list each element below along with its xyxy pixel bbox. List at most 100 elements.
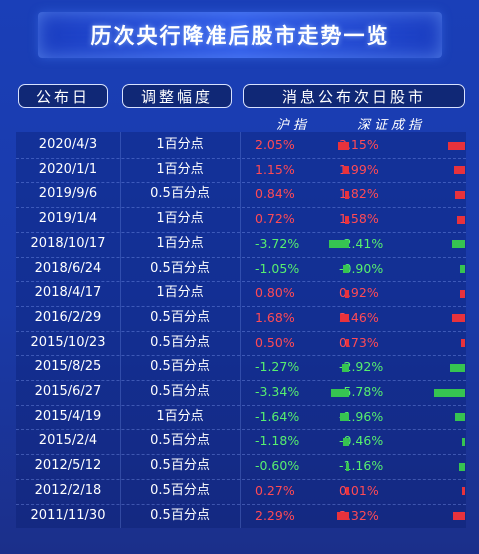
- sh-change-label: 1.68%: [255, 309, 295, 325]
- table-row: 2012/2/18 0.5百分点 0.27% 0.01%: [16, 479, 466, 504]
- sh-change-bar: [344, 190, 349, 199]
- sz-change-label: -2.41%: [339, 235, 384, 251]
- table-row: 2015/8/25 0.5百分点 -1.27% -2.92%: [16, 355, 466, 380]
- date-cell: 2016/2/29: [34, 309, 102, 325]
- size-cell: 1百分点: [156, 408, 204, 424]
- date-cell: 2020/4/3: [38, 137, 98, 152]
- date-cell: 2012/2/18: [34, 482, 102, 498]
- column-divider: [120, 132, 121, 528]
- table-row: 2015/10/23 0.5百分点 0.50% 0.73%: [16, 331, 466, 356]
- size-cell: 0.5百分点: [150, 384, 210, 399]
- table-row: 2016/2/29 0.5百分点 1.68% 2.46%: [16, 306, 466, 331]
- size-cell: 0.5百分点: [150, 186, 210, 202]
- subheader-sh: 沪指: [276, 118, 311, 133]
- sz-change-label: -1.16%: [339, 458, 384, 474]
- date-cell: 2018/4/17: [34, 285, 102, 301]
- sh-change-label: -1.64%: [255, 408, 300, 424]
- size-cell: 1百分点: [156, 137, 204, 152]
- date-cell: 2020/1/1: [38, 161, 98, 177]
- sz-change-bar: [456, 215, 465, 224]
- row-separator: [16, 503, 466, 505]
- sh-change-label: 2.05%: [255, 137, 295, 152]
- table-row: 2018/4/17 1百分点 0.80% 0.92%: [16, 281, 466, 306]
- sh-change-bar: [342, 437, 349, 446]
- date-cell: 2018/10/17: [30, 235, 106, 251]
- date-cell: 2012/5/12: [34, 458, 102, 474]
- sz-change-bar: [452, 240, 465, 249]
- sh-change-label: 1.15%: [255, 161, 295, 177]
- title-banner: 历次央行降准后股市走势一览: [38, 12, 442, 58]
- sh-change-label: -3.72%: [255, 235, 300, 251]
- sh-change-bar: [342, 166, 349, 175]
- page-title: 历次央行降准后股市走势一览: [90, 24, 390, 48]
- sz-change-bar: [448, 141, 465, 150]
- sh-change-bar: [345, 462, 349, 471]
- table-row: 2020/1/1 1百分点 1.15% 1.99%: [16, 158, 466, 183]
- sz-change-bar: [461, 339, 465, 348]
- sh-change-bar: [329, 240, 349, 249]
- row-separator: [16, 231, 466, 233]
- table-row: 2019/1/4 1百分点 0.72% 1.58%: [16, 207, 466, 232]
- sz-change-bar: [455, 190, 465, 199]
- table-row: 2015/2/4 0.5百分点 -1.18% -0.46%: [16, 429, 466, 454]
- sh-change-bar: [344, 289, 349, 298]
- subheader-sz: 深证成指: [357, 118, 426, 133]
- row-separator: [16, 281, 466, 283]
- sz-change-bar: [451, 314, 465, 323]
- sz-change-bar: [449, 363, 465, 372]
- table-row: 2012/5/12 0.5百分点 -0.60% -1.16%: [16, 454, 466, 479]
- sz-change-bar: [458, 462, 465, 471]
- sz-change-label: -0.90%: [339, 260, 384, 276]
- row-separator: [16, 478, 466, 480]
- size-cell: 0.5百分点: [150, 482, 210, 498]
- size-cell: 0.5百分点: [150, 309, 210, 325]
- sh-change-label: 2.29%: [255, 507, 295, 523]
- sh-change-label: 0.80%: [255, 285, 295, 301]
- date-cell: 2015/4/19: [34, 408, 102, 424]
- row-separator: [16, 404, 466, 406]
- row-separator: [16, 157, 466, 159]
- table-row: 2019/9/6 0.5百分点 0.84% 1.82%: [16, 182, 466, 207]
- date-cell: 2015/10/23: [30, 334, 106, 350]
- row-separator: [16, 256, 466, 258]
- row-separator: [16, 355, 466, 357]
- size-cell: 1百分点: [156, 285, 204, 301]
- row-separator: [16, 429, 466, 431]
- row-separator: [16, 305, 466, 307]
- size-cell: 0.5百分点: [150, 359, 210, 375]
- sz-change-bar: [454, 413, 465, 422]
- sh-change-bar: [343, 265, 349, 273]
- sh-change-bar: [331, 388, 349, 397]
- row-separator: [16, 454, 466, 456]
- header-market: 消息公布次日股市: [243, 84, 465, 108]
- sh-change-bar: [345, 215, 349, 224]
- size-cell: 0.5百分点: [150, 334, 210, 350]
- date-cell: 2018/6/24: [34, 260, 102, 276]
- sz-change-bar: [462, 487, 465, 496]
- sh-change-label: -1.05%: [255, 260, 300, 276]
- size-cell: 0.5百分点: [150, 458, 210, 474]
- table-row: 2015/6/27 0.5百分点 -3.34% -5.78%: [16, 380, 466, 405]
- sz-change-bar: [454, 166, 465, 175]
- row-separator: [16, 330, 466, 332]
- sz-change-label: -5.78%: [339, 384, 384, 399]
- sz-change-bar: [460, 289, 465, 298]
- row-separator: [16, 380, 466, 381]
- sh-change-label: 0.50%: [255, 334, 295, 350]
- sh-change-bar: [336, 512, 349, 520]
- sz-change-bar: [460, 265, 465, 273]
- sh-change-label: 0.27%: [255, 482, 295, 498]
- column-divider: [240, 132, 241, 528]
- sh-change-label: 0.84%: [255, 186, 295, 202]
- header-size: 调整幅度: [122, 84, 232, 108]
- header-date: 公布日: [18, 84, 108, 108]
- date-cell: 2015/6/27: [34, 384, 102, 399]
- table-row: 2015/4/19 1百分点 -1.64% -1.96%: [16, 405, 466, 430]
- date-cell: 2015/2/4: [38, 433, 98, 449]
- row-separator: [16, 182, 466, 184]
- size-cell: 1百分点: [156, 211, 204, 227]
- sz-change-bar: [434, 388, 465, 397]
- sh-change-label: -1.27%: [255, 359, 300, 375]
- sh-change-bar: [340, 314, 349, 323]
- sh-change-bar: [342, 363, 349, 372]
